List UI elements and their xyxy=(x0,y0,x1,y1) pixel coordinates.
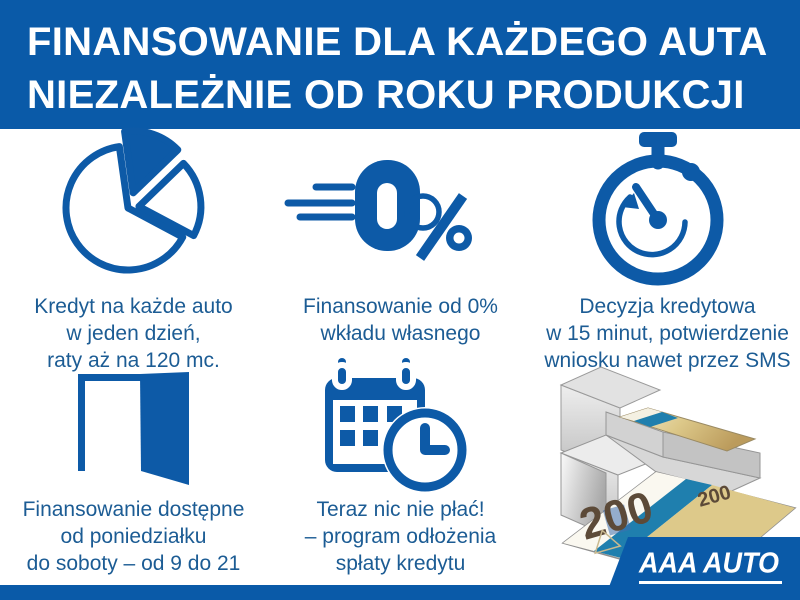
svg-text:200: 200 xyxy=(574,482,658,549)
svg-text:200: 200 xyxy=(695,481,733,511)
